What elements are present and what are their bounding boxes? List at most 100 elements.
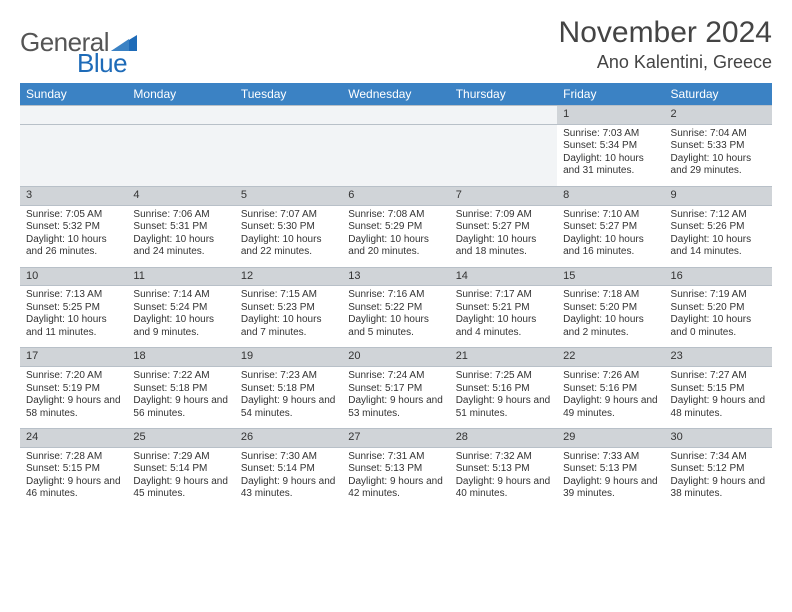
day-number: 14: [450, 267, 557, 286]
day-number: 2: [665, 106, 772, 125]
day-number: [450, 106, 557, 125]
sun-info-line: Sunset: 5:13 PM: [348, 463, 443, 476]
sun-info-line: Sunrise: 7:18 AM: [563, 289, 658, 302]
content-row: Sunrise: 7:05 AMSunset: 5:32 PMDaylight:…: [20, 205, 772, 267]
sun-info-line: Daylight: 9 hours and 39 minutes.: [563, 476, 658, 501]
sun-info-line: Sunset: 5:31 PM: [133, 221, 228, 234]
day-cell: Sunrise: 7:28 AMSunset: 5:15 PMDaylight:…: [20, 447, 127, 507]
sun-info-line: Daylight: 10 hours and 26 minutes.: [26, 234, 121, 259]
day-cell: Sunrise: 7:26 AMSunset: 5:16 PMDaylight:…: [557, 367, 664, 429]
daynum-row: 24252627282930: [20, 429, 772, 448]
sun-info-line: Daylight: 10 hours and 9 minutes.: [133, 314, 228, 339]
sun-info-line: Sunset: 5:14 PM: [241, 463, 336, 476]
sun-info-line: Sunset: 5:18 PM: [241, 383, 336, 396]
day-number: 23: [665, 348, 772, 367]
day-cell: Sunrise: 7:06 AMSunset: 5:31 PMDaylight:…: [127, 205, 234, 267]
day-cell: Sunrise: 7:03 AMSunset: 5:34 PMDaylight:…: [557, 124, 664, 186]
day-number: 18: [127, 348, 234, 367]
sun-info-line: Daylight: 10 hours and 22 minutes.: [241, 234, 336, 259]
sun-info-line: Daylight: 9 hours and 40 minutes.: [456, 476, 551, 501]
day-number: 28: [450, 429, 557, 448]
sun-info-line: Sunrise: 7:07 AM: [241, 209, 336, 222]
day-cell: Sunrise: 7:29 AMSunset: 5:14 PMDaylight:…: [127, 447, 234, 507]
day-cell: Sunrise: 7:25 AMSunset: 5:16 PMDaylight:…: [450, 367, 557, 429]
daynum-row: 3456789: [20, 186, 772, 205]
day-cell: Sunrise: 7:31 AMSunset: 5:13 PMDaylight:…: [342, 447, 449, 507]
sun-info-line: Sunrise: 7:24 AM: [348, 370, 443, 383]
weekday-tuesday: Tuesday: [235, 83, 342, 106]
sun-info-line: Sunset: 5:13 PM: [563, 463, 658, 476]
daynum-row: 10111213141516: [20, 267, 772, 286]
sun-info-line: Sunrise: 7:16 AM: [348, 289, 443, 302]
sun-info-line: Sunrise: 7:15 AM: [241, 289, 336, 302]
day-number: 17: [20, 348, 127, 367]
day-cell: [342, 124, 449, 186]
day-number: 9: [665, 186, 772, 205]
day-cell: Sunrise: 7:04 AMSunset: 5:33 PMDaylight:…: [665, 124, 772, 186]
content-row: Sunrise: 7:28 AMSunset: 5:15 PMDaylight:…: [20, 447, 772, 507]
sun-info-line: Sunrise: 7:12 AM: [671, 209, 766, 222]
content-row: Sunrise: 7:20 AMSunset: 5:19 PM Daylight:…: [20, 367, 772, 429]
sun-info-line: Sunset: 5:25 PM: [26, 302, 121, 315]
sun-info-line: Sunset: 5:12 PM: [671, 463, 766, 476]
day-number: 30: [665, 429, 772, 448]
sun-info-line: Sunset: 5:17 PM: [348, 383, 443, 396]
day-cell: Sunrise: 7:17 AMSunset: 5:21 PMDaylight:…: [450, 286, 557, 348]
sun-info-line: Sunrise: 7:25 AM: [456, 370, 551, 383]
sun-info-line: Sunrise: 7:09 AM: [456, 209, 551, 222]
day-cell: Sunrise: 7:22 AMSunset: 5:18 PMDaylight:…: [127, 367, 234, 429]
day-cell: Sunrise: 7:08 AMSunset: 5:29 PMDaylight:…: [342, 205, 449, 267]
sun-info-line: Sunset: 5:34 PM: [563, 140, 658, 153]
sun-info-line: Daylight: 10 hours and 5 minutes.: [348, 314, 443, 339]
day-cell: Sunrise: 7:14 AMSunset: 5:24 PMDaylight:…: [127, 286, 234, 348]
day-number: 4: [127, 186, 234, 205]
sun-info-line: Sunrise: 7:26 AM: [563, 370, 658, 383]
sun-info-line: Sunrise: 7:13 AM: [26, 289, 121, 302]
sun-info-line: Sunrise: 7:32 AM: [456, 451, 551, 464]
daynum-row: 12: [20, 106, 772, 125]
sun-info-line: Sunset: 5:16 PM: [456, 383, 551, 396]
day-number: 6: [342, 186, 449, 205]
day-number: 15: [557, 267, 664, 286]
sun-info-line: Sunrise: 7:03 AM: [563, 128, 658, 141]
sun-info-line: Sunset: 5:18 PM: [133, 383, 228, 396]
day-cell: Sunrise: 7:32 AMSunset: 5:13 PMDaylight:…: [450, 447, 557, 507]
weekday-monday: Monday: [127, 83, 234, 106]
day-number: 16: [665, 267, 772, 286]
daynum-row: 17181920212223: [20, 348, 772, 367]
sun-info-line: Sunset: 5:15 PM: [671, 383, 766, 396]
sun-info-line: Sunrise: 7:20 AM: [26, 370, 121, 383]
day-number: 7: [450, 186, 557, 205]
day-number: 5: [235, 186, 342, 205]
day-cell: Sunrise: 7:15 AMSunset: 5:23 PMDaylight:…: [235, 286, 342, 348]
location: Ano Kalentini, Greece: [559, 52, 772, 73]
day-cell: Sunrise: 7:18 AMSunset: 5:20 PMDaylight:…: [557, 286, 664, 348]
day-number: 20: [342, 348, 449, 367]
sun-info-line: Daylight: 9 hours and 56 minutes.: [133, 395, 228, 420]
sun-info-line: Sunset: 5:15 PM: [26, 463, 121, 476]
sun-info-line: Sunset: 5:20 PM: [671, 302, 766, 315]
sun-info-line: Daylight: 9 hours and 38 minutes.: [671, 476, 766, 501]
sun-info-line: Daylight: 9 hours and 53 minutes.: [348, 395, 443, 420]
sun-info-line: Sunset: 5:29 PM: [348, 221, 443, 234]
sun-info-line: Daylight: 10 hours and 0 minutes.: [671, 314, 766, 339]
sun-info-line: Sunset: 5:16 PM: [563, 383, 658, 396]
title-block: November 2024 Ano Kalentini, Greece: [559, 16, 772, 73]
sun-info-line: Sunrise: 7:31 AM: [348, 451, 443, 464]
day-cell: Sunrise: 7:30 AMSunset: 5:14 PMDaylight:…: [235, 447, 342, 507]
sun-info-line: Daylight: 9 hours and 54 minutes.: [241, 395, 336, 420]
day-number: 11: [127, 267, 234, 286]
sun-info-line: Sunrise: 7:27 AM: [671, 370, 766, 383]
sun-info-line: Daylight: 9 hours and 45 minutes.: [133, 476, 228, 501]
sun-info-line: Daylight: 10 hours and 29 minutes.: [671, 153, 766, 178]
day-number: 25: [127, 429, 234, 448]
weekday-thursday: Thursday: [450, 83, 557, 106]
sun-info-line: Daylight: 9 hours and 43 minutes.: [241, 476, 336, 501]
brand-logo: General Blue: [20, 16, 165, 69]
content-row: Sunrise: 7:13 AMSunset: 5:25 PM Daylight:…: [20, 286, 772, 348]
day-number: 1: [557, 106, 664, 125]
sun-info-line: Sunset: 5:19 PM: [26, 383, 121, 396]
sun-info-line: Daylight: 10 hours and 14 minutes.: [671, 234, 766, 259]
sun-info-line: Sunset: 5:27 PM: [456, 221, 551, 234]
weekday-friday: Friday: [557, 83, 664, 106]
